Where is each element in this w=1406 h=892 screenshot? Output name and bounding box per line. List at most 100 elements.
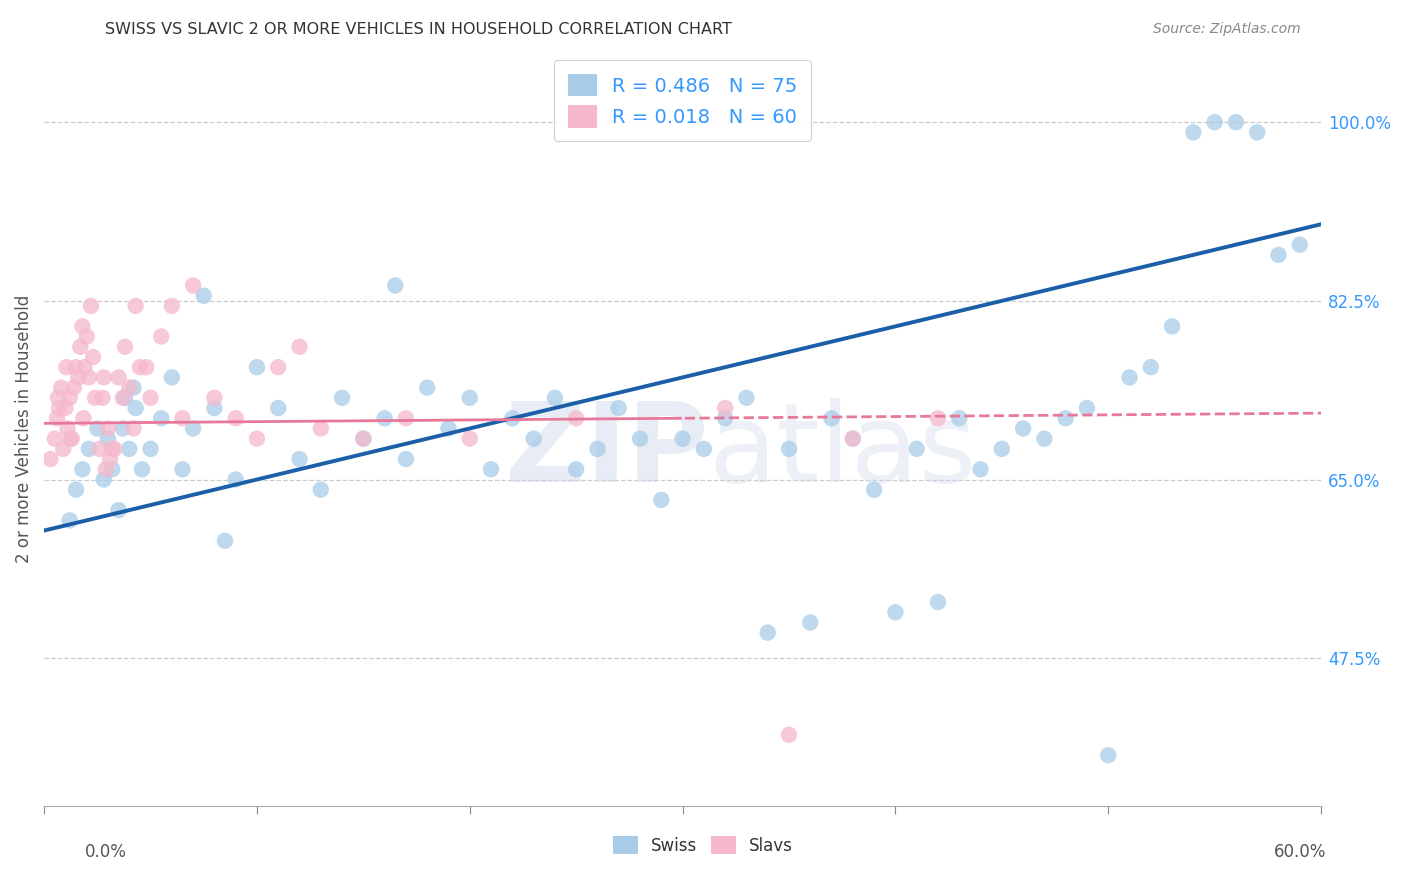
Point — [44, 432, 66, 446]
Point — [1182, 125, 1205, 139]
Point — [501, 411, 523, 425]
Point — [586, 442, 609, 456]
Point — [63, 381, 86, 395]
Point — [214, 533, 236, 548]
Point — [842, 432, 865, 446]
Point — [927, 595, 949, 609]
Point — [77, 442, 100, 456]
Point — [72, 411, 94, 425]
Point — [735, 391, 758, 405]
Point — [330, 391, 353, 405]
Point — [374, 411, 396, 425]
Point — [671, 432, 693, 446]
Point — [46, 391, 69, 405]
Point — [114, 391, 136, 405]
Point — [56, 421, 79, 435]
Point — [89, 442, 111, 456]
Point — [778, 728, 800, 742]
Point — [756, 625, 779, 640]
Point — [94, 462, 117, 476]
Point — [118, 442, 141, 456]
Point — [86, 421, 108, 435]
Point — [128, 360, 150, 375]
Point — [1118, 370, 1140, 384]
Point — [84, 391, 107, 405]
Point — [65, 483, 87, 497]
Point — [55, 401, 77, 415]
Point — [714, 411, 737, 425]
Text: ZIP: ZIP — [505, 398, 709, 505]
Point — [76, 329, 98, 343]
Point — [45, 411, 67, 425]
Point — [59, 432, 82, 446]
Point — [59, 513, 82, 527]
Point — [114, 340, 136, 354]
Point — [884, 605, 907, 619]
Point — [991, 442, 1014, 456]
Point — [1267, 248, 1289, 262]
Point — [1161, 319, 1184, 334]
Point — [59, 391, 82, 405]
Point — [416, 381, 439, 395]
Point — [93, 370, 115, 384]
Point — [842, 432, 865, 446]
Point — [98, 452, 121, 467]
Point — [1012, 421, 1035, 435]
Point — [607, 401, 630, 415]
Point — [72, 462, 94, 476]
Point — [69, 340, 91, 354]
Point — [124, 299, 146, 313]
Text: 0.0%: 0.0% — [84, 843, 127, 861]
Point — [565, 411, 588, 425]
Point — [288, 340, 311, 354]
Point — [39, 452, 62, 467]
Point — [246, 432, 269, 446]
Point — [122, 381, 145, 395]
Point — [139, 391, 162, 405]
Point — [72, 319, 94, 334]
Legend: Swiss, Slavs: Swiss, Slavs — [606, 830, 800, 862]
Point — [97, 421, 120, 435]
Point — [150, 411, 173, 425]
Point — [77, 370, 100, 384]
Point — [384, 278, 406, 293]
Point — [1225, 115, 1247, 129]
Point — [67, 370, 90, 384]
Point — [181, 278, 204, 293]
Point — [65, 360, 87, 375]
Point — [544, 391, 567, 405]
Point — [628, 432, 651, 446]
Point — [101, 462, 124, 476]
Point — [55, 360, 77, 375]
Point — [172, 462, 194, 476]
Point — [1139, 360, 1161, 375]
Point — [131, 462, 153, 476]
Point — [225, 473, 247, 487]
Point — [91, 391, 114, 405]
Point — [225, 411, 247, 425]
Point — [107, 370, 129, 384]
Point — [1076, 401, 1098, 415]
Point — [135, 360, 157, 375]
Point — [193, 289, 215, 303]
Point — [107, 503, 129, 517]
Point — [1246, 125, 1268, 139]
Point — [969, 462, 991, 476]
Text: atlas: atlas — [709, 398, 977, 505]
Point — [352, 432, 374, 446]
Point — [118, 381, 141, 395]
Point — [395, 411, 418, 425]
Text: Source: ZipAtlas.com: Source: ZipAtlas.com — [1153, 22, 1301, 37]
Point — [352, 432, 374, 446]
Point — [73, 360, 96, 375]
Point — [52, 442, 75, 456]
Point — [1204, 115, 1226, 129]
Point — [97, 432, 120, 446]
Point — [479, 462, 502, 476]
Point — [458, 391, 481, 405]
Point — [437, 421, 460, 435]
Point — [565, 462, 588, 476]
Point — [181, 421, 204, 435]
Point — [60, 432, 83, 446]
Point — [160, 370, 183, 384]
